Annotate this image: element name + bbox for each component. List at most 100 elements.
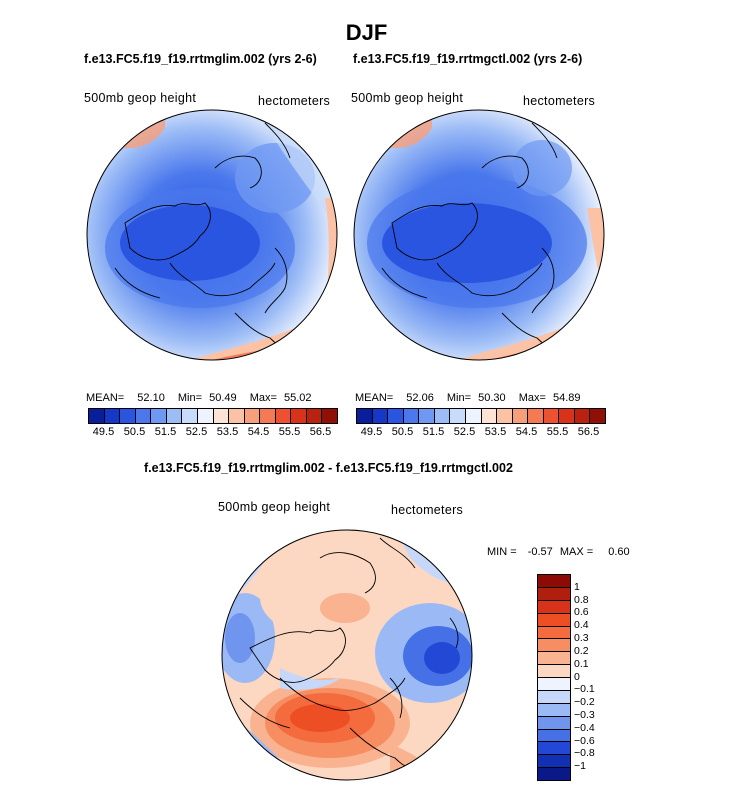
panel2-colorbar-tick: 53.5	[484, 426, 507, 438]
panel1-colorbar-box	[260, 409, 276, 423]
diff-colorbar-tick: 0.3	[574, 632, 589, 645]
panel1-colorbar	[88, 408, 338, 424]
panel1-colorbar-box	[135, 409, 152, 423]
panel2-variable-label: 500mb geop height	[351, 91, 464, 105]
panel1-colorbar-tick: 54.5	[247, 426, 270, 438]
panel1-colorbar-box	[291, 409, 307, 423]
diff-min-label: MIN =	[487, 546, 517, 558]
panel2-colorbar-box	[528, 409, 544, 423]
panel1-colorbar-box	[213, 409, 230, 423]
panel1-colorbar-box	[120, 409, 136, 423]
panel1-mean-value: 52.10	[137, 392, 165, 404]
panel1-colorbar-box	[275, 409, 292, 423]
panel2-case-title: f.e13.FC5.f19_f19.rrtmgctl.002 (yrs 2-6)	[353, 52, 583, 66]
panel1-colorbar-box	[229, 409, 245, 423]
panel2-colorbar-box	[450, 409, 466, 423]
diff-colorbar-box	[538, 742, 570, 756]
panel2-polar-map	[353, 109, 605, 361]
panel2-colorbar-tick: 49.5	[360, 426, 383, 438]
panel2-colorbar-box	[574, 409, 591, 423]
panel2-colorbar-box	[419, 409, 435, 423]
panel2-colorbar-tick: 50.5	[391, 426, 414, 438]
diff-colorbar-tick: 0	[574, 670, 580, 683]
diff-colorbar-tick: 0.1	[574, 657, 589, 670]
panel2-colorbar-tick: 55.5	[546, 426, 569, 438]
panel1-colorbar-box	[244, 409, 261, 423]
diff-colorbar-box	[538, 587, 570, 601]
panel2-colorbar-tick: 56.5	[577, 426, 600, 438]
panel2-max-value: 54.89	[552, 392, 581, 404]
panel1-colorbar-tick: 52.5	[185, 426, 208, 438]
panel1-case-title: f.e13.FC5.f19_f19.rrtmglim.002 (yrs 2-6)	[84, 52, 317, 66]
panel2-colorbar-box	[403, 409, 420, 423]
panel1-min-value: 50.49	[209, 392, 237, 404]
diff-colorbar-tick: 0.8	[574, 593, 589, 606]
panel2-colorbar-box	[372, 409, 389, 423]
panel2-colorbar-tick: 54.5	[515, 426, 538, 438]
panel1-mean-label: MEAN=	[86, 392, 125, 404]
panel2-colorbar-box	[434, 409, 451, 423]
panel2-colorbar-box	[465, 409, 482, 423]
panel1-variable-label: 500mb geop height	[84, 91, 197, 105]
panel1-colorbar-box	[151, 409, 167, 423]
panel2-colorbar-ticks: 49.5 50.5 51.5 52.5 53.5 54.5 55.5 56.5	[356, 426, 604, 440]
diff-colorbar-tick: −0.8	[574, 747, 595, 760]
panel2-colorbar-box	[357, 409, 373, 423]
panel2-min-value: 50.30	[478, 392, 506, 404]
panel2-colorbar-box	[543, 409, 560, 423]
panel1-colorbar-tick: 51.5	[154, 426, 177, 438]
panel2-units-label: hectometers	[523, 94, 596, 108]
diff-polar-map	[221, 529, 473, 781]
diff-colorbar-tick: −0.2	[574, 696, 595, 709]
panel2-colorbar-box	[590, 409, 605, 423]
panel1-min-label: Min=	[177, 392, 203, 404]
panel2-colorbar	[356, 408, 606, 424]
diff-colorbar-tick: −0.6	[574, 734, 595, 747]
diff-colorbar-box	[538, 613, 570, 627]
diff-colorbar-box	[538, 678, 570, 691]
diff-colorbar-tick: 0.4	[574, 619, 589, 632]
panel1-max-label: Max=	[249, 392, 277, 404]
diff-colorbar-box	[538, 716, 570, 730]
diff-colorbar-tick: −0.1	[574, 683, 595, 696]
diff-colorbar-box	[538, 703, 570, 717]
panel1-max-value: 55.02	[283, 392, 312, 404]
diff-units-label: hectometers	[391, 503, 464, 517]
diff-colorbar-box	[538, 755, 570, 769]
panel2-colorbar-tick: 51.5	[422, 426, 445, 438]
diff-colorbar-box	[538, 652, 570, 666]
panel2-mean-label: MEAN=	[355, 392, 394, 404]
panel1-colorbar-tick: 53.5	[216, 426, 239, 438]
panel2-mean-value: 52.06	[406, 392, 434, 404]
panel1-colorbar-box	[89, 409, 105, 423]
panel2-max-label: Max=	[518, 392, 546, 404]
panel2-colorbar-box	[512, 409, 529, 423]
panel1-colorbar-tick: 49.5	[92, 426, 115, 438]
diff-min-value: -0.57	[527, 546, 553, 558]
diff-colorbar-tick: 0.2	[574, 644, 589, 657]
panel1-colorbar-box	[322, 409, 337, 423]
diff-max-value: 0.60	[608, 546, 630, 558]
diff-colorbar-box	[538, 665, 570, 678]
panel1-colorbar-tick: 55.5	[278, 426, 301, 438]
diff-colorbar	[537, 574, 571, 781]
panel1-colorbar-box	[197, 409, 214, 423]
panel1-colorbar-box	[182, 409, 198, 423]
panel2-colorbar-box	[497, 409, 513, 423]
panel1-colorbar-tick: 56.5	[309, 426, 332, 438]
panel2-colorbar-tick: 52.5	[453, 426, 476, 438]
diff-colorbar-box	[538, 690, 570, 704]
diff-colorbar-ticks: 1 0.8 0.6 0.4 0.3 0.2 0.1 0 −0.1 −0.2 −0.3 −0.4 −0.6…	[574, 574, 614, 779]
panel1-colorbar-box	[306, 409, 323, 423]
diff-colorbar-tick: −1	[574, 760, 586, 773]
diff-colorbar-tick: −0.4	[574, 721, 595, 734]
diff-colorbar-box	[538, 626, 570, 640]
diff-colorbar-box	[538, 600, 570, 614]
diff-variable-label: 500mb geop height	[218, 500, 331, 514]
panel1-units-label: hectometers	[258, 94, 331, 108]
panel2-min-label: Min=	[446, 392, 472, 404]
diff-colorbar-box	[538, 575, 570, 588]
diff-colorbar-box	[538, 768, 570, 780]
panel2-colorbar-box	[388, 409, 404, 423]
diff-colorbar-tick: 0.6	[574, 606, 589, 619]
